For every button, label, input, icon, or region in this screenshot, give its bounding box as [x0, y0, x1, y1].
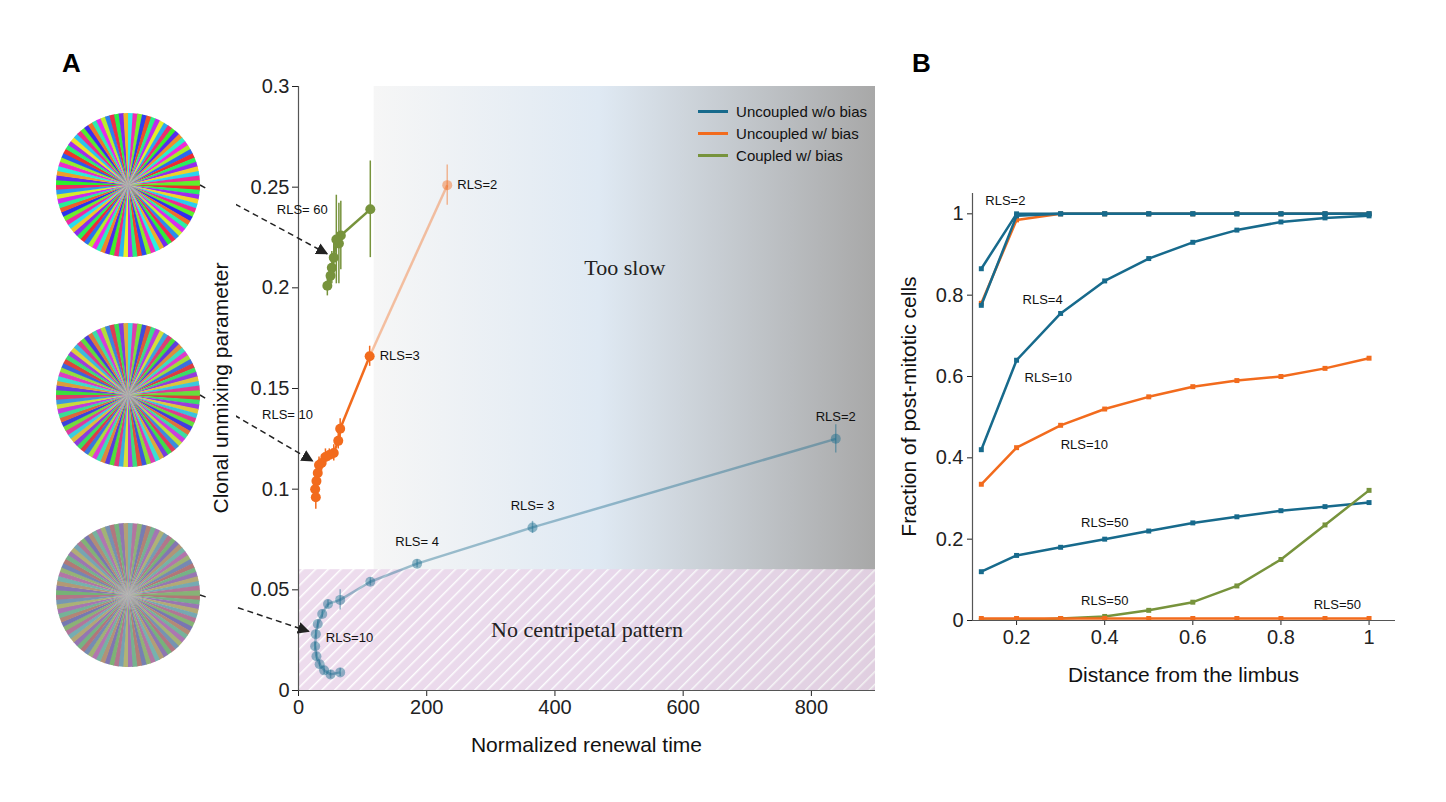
svg-text:0: 0	[293, 696, 304, 718]
svg-text:RLS=10: RLS=10	[1025, 370, 1072, 385]
svg-text:0.4: 0.4	[1091, 626, 1119, 648]
svg-text:400: 400	[538, 696, 571, 718]
svg-text:RLS=2: RLS=2	[816, 409, 856, 424]
svg-text:RLS=50: RLS=50	[1081, 593, 1128, 608]
svg-text:RLS= 4: RLS= 4	[395, 534, 439, 549]
svg-text:Too slow: Too slow	[584, 255, 665, 280]
svg-text:Distance from the limbus: Distance from the limbus	[1068, 663, 1299, 686]
svg-text:0: 0	[952, 609, 963, 631]
svg-text:Clonal unmixing parameter: Clonal unmixing parameter	[209, 263, 232, 514]
svg-text:Normalized renewal time: Normalized renewal time	[471, 733, 702, 756]
svg-text:0.2: 0.2	[1003, 626, 1031, 648]
svg-text:RLS=2: RLS=2	[457, 177, 497, 192]
svg-text:0.6: 0.6	[1179, 626, 1207, 648]
html-text:Uncoupled w/o bias: Uncoupled w/o bias	[736, 102, 867, 120]
svg-text:RLS=50: RLS=50	[1314, 597, 1361, 612]
svg-text:0.25: 0.25	[251, 176, 290, 198]
svg-text:RLS=10: RLS=10	[1061, 437, 1108, 452]
svg-text:No centripetal pattern: No centripetal pattern	[491, 617, 683, 642]
svg-text:0.8: 0.8	[936, 284, 964, 306]
svg-text:RLS=3: RLS=3	[380, 348, 420, 363]
html-text:Uncoupled w/ bias: Uncoupled w/ bias	[736, 124, 859, 142]
svg-text:0.15: 0.15	[251, 377, 290, 399]
svg-text:0: 0	[278, 679, 289, 701]
svg-text:600: 600	[666, 696, 699, 718]
svg-text:RLS=10: RLS=10	[326, 630, 373, 645]
svg-text:Fraction of post-mitotic cells: Fraction of post-mitotic cells	[897, 276, 920, 536]
svg-text:1: 1	[1364, 626, 1375, 648]
svg-text:RLS= 10: RLS= 10	[262, 407, 313, 422]
svg-text:0.05: 0.05	[251, 578, 290, 600]
svg-text:0.2: 0.2	[936, 528, 964, 550]
svg-text:0.2: 0.2	[262, 276, 290, 298]
svg-text:0.6: 0.6	[936, 365, 964, 387]
svg-text:0.4: 0.4	[936, 446, 964, 468]
svg-text:RLS= 60: RLS= 60	[277, 202, 328, 217]
svg-text:RLS=50: RLS=50	[1081, 515, 1128, 530]
svg-text:RLS=4: RLS=4	[1023, 292, 1063, 307]
svg-text:0.1: 0.1	[262, 478, 290, 500]
html-text:A: A	[62, 48, 81, 78]
html-text:B: B	[912, 48, 931, 78]
svg-text:0.8: 0.8	[1267, 626, 1295, 648]
svg-text:800: 800	[795, 696, 828, 718]
svg-text:1: 1	[952, 202, 963, 224]
svg-text:RLS=2: RLS=2	[985, 193, 1025, 208]
svg-text:200: 200	[410, 696, 443, 718]
html-text:Coupled w/ bias: Coupled w/ bias	[736, 146, 843, 164]
svg-text:RLS= 3: RLS= 3	[511, 498, 555, 513]
svg-text:0.3: 0.3	[262, 75, 290, 97]
